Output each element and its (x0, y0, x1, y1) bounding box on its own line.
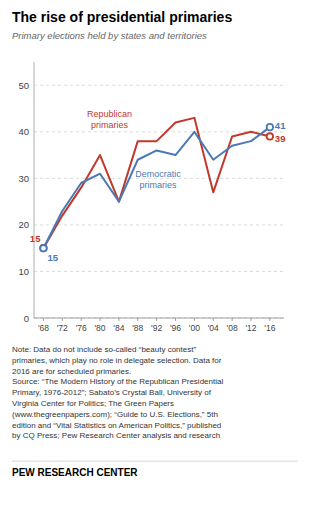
labels: 15391541RepublicanprimariesDemocraticpri… (30, 109, 286, 264)
footer-rule (12, 461, 298, 462)
x-tick-label: '76 (76, 323, 87, 333)
note-line: edition and “Vital Statistics on America… (12, 421, 221, 430)
y-tick-label: 0 (24, 313, 29, 324)
y-tick-label: 50 (18, 80, 29, 91)
note-line: Note: Data do not include so-called “bea… (12, 345, 196, 354)
grid-line (34, 85, 284, 86)
x-tick (232, 318, 233, 321)
series-label: Democraticprimaries (135, 169, 181, 190)
y-tick-label: 10 (18, 266, 29, 277)
series-label: Republicanprimaries (87, 109, 132, 130)
x-tick-label: '80 (94, 323, 105, 333)
x-tick (175, 318, 176, 321)
end-value-label: 15 (30, 233, 41, 244)
x-axis-line (34, 318, 284, 319)
x-tick (118, 318, 119, 321)
x-tick-label: '88 (132, 323, 143, 333)
x-tick (62, 318, 63, 321)
end-point (267, 133, 273, 139)
x-tick-label: '68 (38, 323, 49, 333)
end-value-label: 41 (275, 120, 286, 131)
note-line: (www.thegreenpapers.com); “Guide to U.S.… (12, 410, 218, 419)
x-tick-label: '84 (113, 323, 124, 333)
note-line: by CQ Press; Pew Research Center analysi… (12, 431, 220, 440)
x-tick-label: '16 (264, 323, 275, 333)
note-line: Source: “The Modern History of the Repub… (12, 377, 223, 386)
footer: PEW RESEARCH CENTER (12, 467, 138, 478)
x-tick-label: '96 (170, 323, 181, 333)
end-point (40, 245, 46, 251)
x-tick (156, 318, 157, 321)
title: The rise of presidential primaries (12, 9, 232, 25)
x-tick-label: '12 (245, 323, 256, 333)
grid-line (34, 271, 284, 272)
end-point (267, 124, 273, 130)
series-label-line: Democratic (135, 169, 181, 179)
y-tick-label: 20 (18, 219, 29, 230)
plot (40, 118, 273, 252)
series-line (43, 127, 269, 248)
x-tick (100, 318, 101, 321)
series-line (43, 118, 269, 248)
x-tick-label: '00 (189, 323, 200, 333)
end-value-label: 39 (275, 133, 286, 144)
grid-line (34, 224, 284, 225)
x-tick (81, 318, 82, 321)
x-tick (43, 318, 44, 321)
series-label-line: primaries (91, 120, 129, 130)
y-axis-line (34, 62, 35, 318)
note-line: Virginia Center for Politics; The Green … (12, 399, 174, 408)
chart: The rise of presidential primaries Primar… (0, 0, 310, 512)
note-line: 2016 are for scheduled primaries. (12, 367, 131, 376)
note-line: primaries, which play no role in delegat… (12, 356, 222, 365)
x-tick (213, 318, 214, 321)
end-point (40, 245, 46, 251)
grid-line (34, 318, 284, 319)
series-label-line: primaries (140, 180, 178, 190)
x-tick (137, 318, 138, 321)
x-tick-label: '08 (227, 323, 238, 333)
y-tick-label: 40 (18, 126, 29, 137)
x-tick (194, 318, 195, 321)
x-tick-label: '04 (208, 323, 219, 333)
x-tick (269, 318, 270, 321)
series-label-line: Republican (87, 109, 132, 119)
x-tick-label: '92 (151, 323, 162, 333)
x-tick-label: '72 (57, 323, 68, 333)
y-tick-label: 30 (18, 173, 29, 184)
end-value-label: 15 (47, 252, 58, 263)
subtitle: Primary elections held by states and ter… (12, 30, 207, 41)
x-tick (250, 318, 251, 321)
grid (34, 85, 284, 318)
note-line: Primary, 1976-2012”; Sabato’s Crystal Ba… (12, 388, 212, 397)
